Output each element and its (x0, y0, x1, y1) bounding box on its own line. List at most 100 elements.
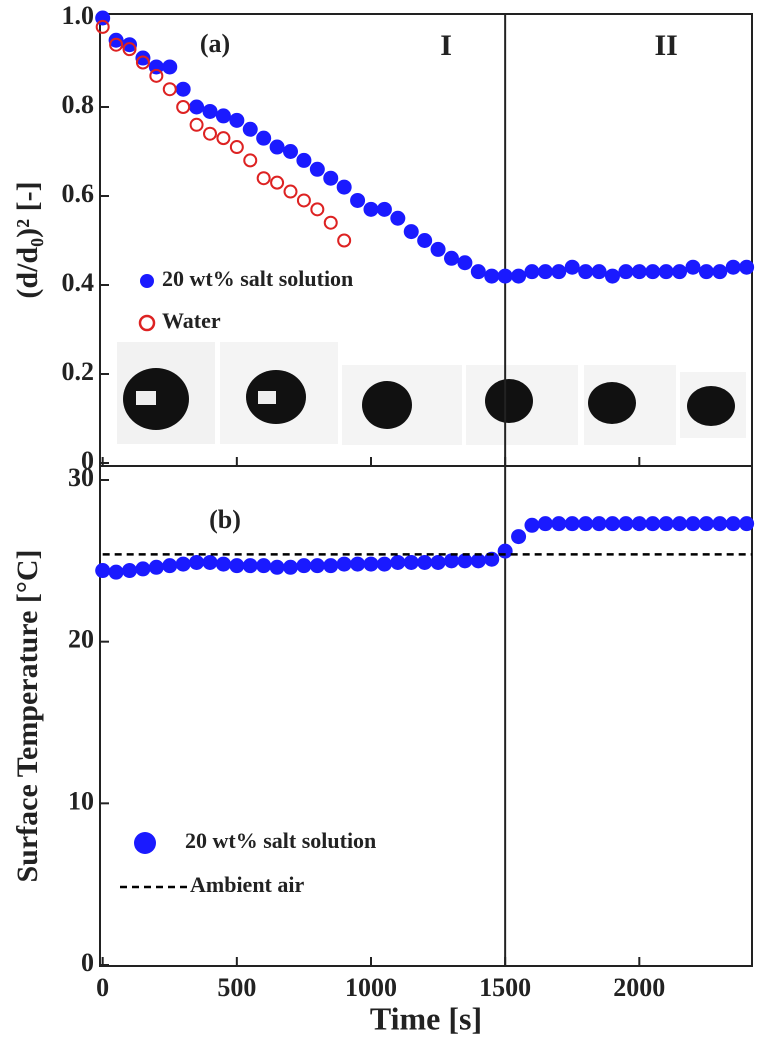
plot-frame (99, 465, 753, 967)
y-tick-label: 0.8 (62, 90, 95, 119)
data-point (216, 131, 231, 146)
legend-label: 20 wt% salt solution (162, 266, 353, 291)
region-label: II (654, 29, 677, 62)
data-point (202, 554, 218, 570)
droplet-highlight (258, 391, 276, 404)
data-point (336, 556, 352, 572)
data-point (242, 558, 258, 574)
x-tick-label: 2000 (613, 973, 665, 1002)
data-point (269, 559, 285, 575)
data-point (162, 558, 178, 574)
data-point (149, 68, 164, 83)
data-point (309, 161, 325, 177)
data-point (497, 543, 513, 559)
data-point (645, 516, 661, 532)
droplet (588, 382, 636, 424)
data-point (108, 564, 124, 580)
data-point (457, 553, 473, 569)
data-point (363, 556, 379, 572)
data-point (698, 516, 714, 532)
data-point (712, 516, 728, 532)
data-point (323, 215, 338, 230)
data-point (323, 558, 339, 574)
y-tick-label: 30 (68, 463, 94, 492)
data-point (403, 224, 419, 240)
data-point (162, 82, 177, 97)
data-point (604, 516, 620, 532)
y-tick-label: 0 (81, 948, 94, 977)
data-point (175, 556, 191, 572)
data-point (591, 516, 607, 532)
data-point (564, 259, 580, 275)
data-point (310, 202, 325, 217)
data-point (108, 32, 124, 48)
data-point (296, 558, 312, 574)
data-point (283, 184, 298, 199)
data-point (658, 264, 674, 280)
data-point (390, 554, 406, 570)
droplet (687, 386, 735, 426)
data-point (578, 264, 594, 280)
data-point (631, 264, 647, 280)
data-point (430, 241, 446, 257)
legend-swatch (138, 314, 156, 332)
y-tick-label: 10 (68, 786, 94, 815)
data-point (511, 268, 527, 284)
data-point (443, 553, 459, 569)
data-point (739, 259, 755, 275)
legend-swatch (140, 274, 154, 288)
x-tick-label: 1000 (345, 973, 397, 1002)
data-point (229, 140, 244, 155)
data-point (269, 139, 285, 155)
data-point (109, 37, 124, 52)
data-point (135, 55, 150, 70)
data-point (215, 556, 231, 572)
data-point (215, 108, 231, 124)
data-point (135, 561, 151, 577)
x-tick-label: 1500 (479, 973, 531, 1002)
data-point (497, 268, 513, 284)
data-point (202, 103, 218, 119)
data-point (417, 554, 433, 570)
data-point (591, 264, 607, 280)
data-point (242, 121, 258, 137)
droplet (362, 381, 412, 429)
data-point (175, 81, 191, 97)
y-tick-label: 0.4 (62, 268, 95, 297)
y-axis-label: (d/d₀)² [-] (11, 181, 44, 298)
data-point (256, 558, 272, 574)
droplet-images (117, 342, 746, 445)
y-tick-label: 1.0 (62, 1, 95, 30)
data-point (551, 516, 567, 532)
data-point (189, 99, 205, 115)
data-point (350, 556, 366, 572)
legend-label: Water (162, 308, 221, 333)
data-point (698, 264, 714, 280)
y-tick-label: 0 (81, 446, 94, 475)
y-tick-label: 0.6 (62, 179, 95, 208)
x-tick-label: 500 (217, 973, 256, 1002)
legend-label: 20 wt% salt solution (185, 828, 376, 853)
data-point (443, 250, 459, 266)
data-point (122, 563, 138, 579)
data-point (283, 144, 299, 159)
data-point (350, 192, 366, 208)
data-point (390, 210, 406, 226)
x-tick-label: 0 (96, 973, 109, 1002)
data-point (229, 558, 245, 574)
panel-label: (b) (209, 505, 241, 534)
data-point (578, 516, 594, 532)
droplet-highlight (136, 391, 156, 405)
data-point (309, 558, 325, 574)
data-point (203, 126, 218, 141)
data-point (685, 259, 701, 275)
x-axis-label: Time [s] (370, 1000, 482, 1036)
data-point (376, 201, 392, 217)
data-point (135, 50, 151, 66)
data-point (618, 516, 634, 532)
data-point (739, 516, 755, 532)
data-point (631, 516, 647, 532)
legend-label: Ambient air (190, 872, 305, 897)
data-point (376, 556, 392, 572)
